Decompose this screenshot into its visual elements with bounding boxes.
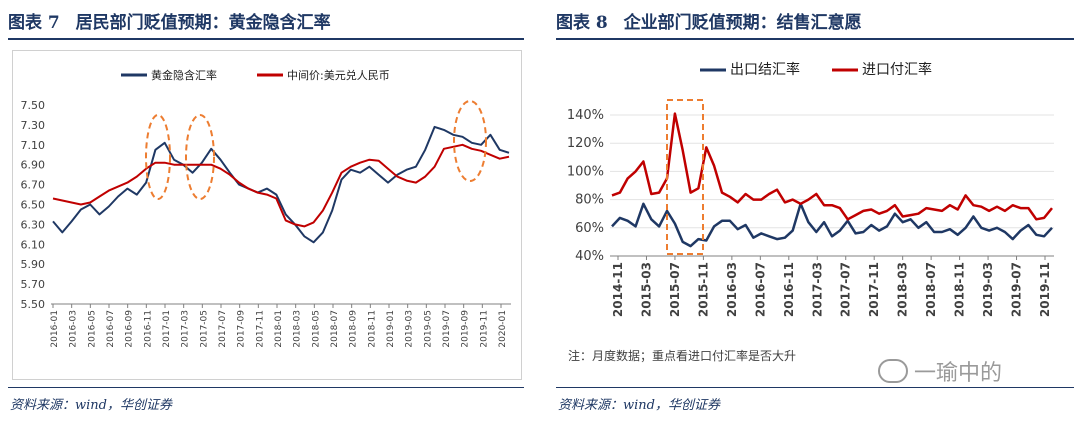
- x-tick-label: 2018-07: [330, 310, 340, 348]
- x-tick-label: 2017-11: [255, 310, 265, 348]
- right-figure-caption: 企业部门贬值预期：结售汇意愿: [623, 13, 862, 33]
- left-figure-caption: 居民部门贬值预期：黄金隐含汇率: [75, 13, 331, 33]
- y-tick-label: 40%: [575, 249, 604, 264]
- x-tick-label: 2019-09: [461, 310, 471, 348]
- y-tick-label: 140%: [567, 108, 604, 123]
- x-tick-label: 2019-01: [386, 310, 396, 348]
- y-tick-label: 5.70: [21, 278, 46, 291]
- x-tick-label: 2015-07: [668, 262, 682, 317]
- x-tick-label: 2019-07: [442, 310, 452, 348]
- right-title-rule: [556, 38, 1074, 40]
- x-tick-label: 2017-03: [181, 310, 191, 348]
- x-tick-label: 2015-11: [696, 262, 710, 317]
- y-tick-label: 60%: [575, 221, 604, 236]
- left-figure-title: 图表 7 居民部门贬值预期：黄金隐含汇率: [8, 8, 341, 33]
- x-tick-label: 2016-01: [50, 310, 60, 348]
- series-line-1: [611, 202, 1053, 248]
- left-source: 资料来源：wind，华创证券: [10, 398, 172, 413]
- right-figure-number: 图表 8: [556, 13, 608, 33]
- highlight-box: [666, 99, 704, 255]
- x-tick-label: 2017-11: [867, 262, 881, 317]
- x-tick-label: 2019-11: [479, 310, 489, 348]
- x-tick-label: 2016-11: [782, 262, 796, 317]
- right-chart-frame: 140% 120% 100% 80% 60% 40% 2014-11 2015-03 2015-…: [548, 48, 1078, 348]
- y-tick-label: 5.50: [21, 298, 46, 311]
- x-tick-label: 2019-07: [1010, 262, 1024, 317]
- chart-note: 注：月度数据；重点看进口付汇率是否大升: [568, 349, 797, 363]
- y-tick-label: 7.30: [21, 119, 46, 132]
- x-tick-label: 2018-07: [924, 262, 938, 317]
- x-tick-label: 2018-09: [349, 310, 359, 348]
- left-chart: 7.50 7.30 7.10 6.90 6.70 6.50 6.30 6.10 5.90 5.70…: [21, 68, 511, 348]
- x-tick-label: 2016-07: [106, 310, 116, 348]
- y-tick-label: 6.10: [21, 238, 46, 251]
- y-tick-label: 7.10: [21, 139, 46, 152]
- x-tick-label: 2016-11: [143, 310, 153, 348]
- series-line-2: [52, 143, 510, 228]
- highlight-ellipse: [145, 114, 171, 200]
- x-tick-label: 2016-09: [125, 310, 135, 348]
- legend-label-2: 中间价:美元兑人民币: [287, 68, 390, 82]
- left-chart-frame: 7.50 7.30 7.10 6.90 6.70 6.50 6.30 6.10 5.90 5.70…: [12, 50, 522, 380]
- x-tick-label: 2014-11: [611, 262, 625, 317]
- legend-label-2: 进口付汇率: [862, 61, 932, 78]
- x-tick-label: 2018-01: [274, 310, 284, 348]
- x-tick-label: 2019-03: [981, 262, 995, 317]
- x-tick-label: 2018-03: [896, 262, 910, 317]
- x-tick-label: 2016-03: [725, 262, 739, 317]
- highlight-ellipse: [453, 100, 487, 182]
- x-tick-label: 2019-03: [405, 310, 415, 348]
- y-tick-label: 80%: [575, 193, 604, 208]
- legend-label-1: 出口结汇率: [730, 61, 800, 78]
- y-tick-label: 6.50: [21, 199, 46, 212]
- left-title-rule: [8, 38, 524, 40]
- series-line-1: [52, 125, 510, 244]
- x-tick-label: 2017-01: [162, 310, 172, 348]
- y-tick-label: 120%: [567, 136, 604, 151]
- x-tick-label: 2017-07: [218, 310, 228, 348]
- x-tick-label: 2017-09: [237, 310, 247, 348]
- right-source: 资料来源：wind，华创证券: [558, 398, 720, 413]
- x-tick-label: 2015-03: [639, 262, 653, 317]
- highlight-ellipse: [185, 114, 215, 200]
- x-tick-label: 2016-05: [87, 310, 97, 348]
- y-tick-label: 6.90: [21, 159, 46, 172]
- x-tick-label: 2016-03: [69, 310, 79, 348]
- x-tick-label: 2018-11: [953, 262, 967, 317]
- x-tick-label: 2018-05: [311, 310, 321, 348]
- y-tick-label: 6.70: [21, 179, 46, 192]
- wechat-icon: [878, 359, 908, 383]
- watermark: 一瑜中的: [878, 355, 1002, 387]
- right-figure-panel: 图表 8 企业部门贬值预期：结售汇意愿 140% 120% 100% 80% 60% 40…: [548, 0, 1080, 421]
- x-tick-label: 2017-07: [839, 262, 853, 317]
- watermark-text: 一瑜中的: [914, 361, 1003, 386]
- right-chart: 140% 120% 100% 80% 60% 40% 2014-11 2015-03 2015-…: [567, 61, 1054, 317]
- legend-label-1: 黄金隐含汇率: [151, 68, 217, 82]
- x-tick-label: 2017-03: [810, 262, 824, 317]
- y-tick-label: 5.90: [21, 258, 46, 271]
- right-source-rule: [556, 387, 1074, 388]
- right-figure-title: 图表 8 企业部门贬值预期：结售汇意愿: [556, 8, 872, 33]
- x-tick-label: 2019-05: [423, 310, 433, 348]
- x-tick-label: 2017-05: [199, 310, 209, 348]
- left-figure-number: 图表 7: [8, 13, 60, 33]
- x-tick-label: 2019-11: [1038, 262, 1052, 317]
- left-figure-panel: 图表 7 居民部门贬值预期：黄金隐含汇率 7.50 7.30 7.10 6.90 6.7…: [0, 0, 530, 421]
- x-tick-label: 2018-03: [293, 310, 303, 348]
- y-tick-label: 7.50: [21, 99, 46, 112]
- y-tick-label: 100%: [567, 164, 604, 179]
- x-tick-label: 2020-01: [498, 310, 508, 348]
- x-tick-label: 2018-11: [367, 310, 377, 348]
- series-line-2: [611, 112, 1053, 221]
- y-tick-label: 6.30: [21, 218, 46, 231]
- x-tick-label: 2016-07: [753, 262, 767, 317]
- left-source-rule: [8, 387, 524, 388]
